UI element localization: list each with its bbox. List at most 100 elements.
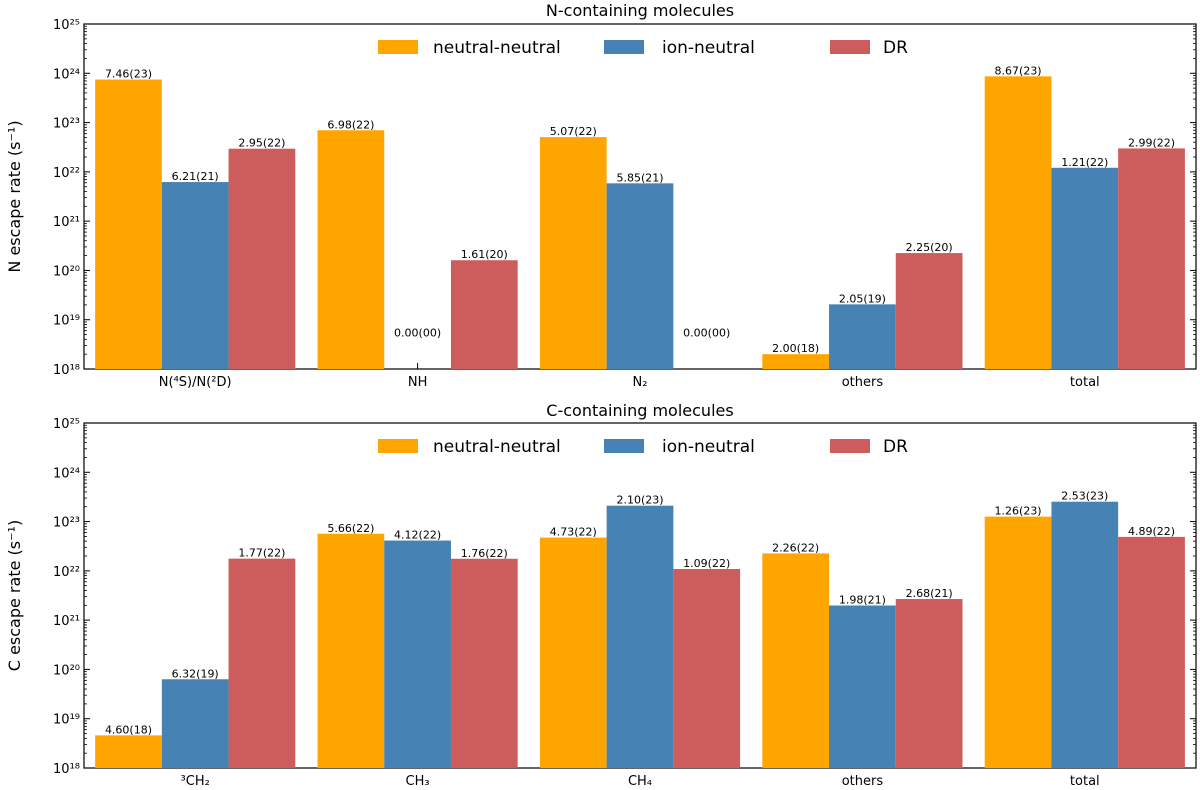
y-tick-label: 10¹⁸ xyxy=(53,762,80,777)
y-tick-label: 10²¹ xyxy=(53,215,80,230)
x-tick-label: total xyxy=(1070,375,1100,390)
bar-dr xyxy=(895,253,963,369)
y-tick-label: 10²⁴ xyxy=(53,466,80,481)
bar-value-label: 4.12(22) xyxy=(394,529,441,542)
bar-value-label: 6.21(21) xyxy=(172,170,219,183)
bar-neutral-neutral xyxy=(95,79,162,370)
bar-neutral-neutral xyxy=(539,137,607,369)
bar-ion-neutral xyxy=(1051,501,1119,768)
bar-neutral-neutral xyxy=(984,516,1052,768)
bar-dr xyxy=(228,148,296,369)
bar-ion-neutral xyxy=(606,505,674,768)
bar-dr xyxy=(450,260,518,369)
x-tick-label: CH₄ xyxy=(628,774,652,789)
bar-ion-neutral xyxy=(829,605,896,768)
bar-value-label: 1.61(20) xyxy=(461,248,508,261)
bar-value-label: 5.85(21) xyxy=(616,171,663,184)
x-tick-label: total xyxy=(1070,774,1100,789)
bar-value-label: 1.76(22) xyxy=(461,547,508,560)
bar-neutral-neutral xyxy=(317,533,385,768)
y-tick-label: 10²² xyxy=(53,166,80,181)
y-tick-label: 10¹⁹ xyxy=(53,314,80,329)
bar-value-label: 0.00(00) xyxy=(683,327,730,340)
legend-label: neutral-neutral xyxy=(433,38,561,58)
y-tick-label: 10²⁴ xyxy=(53,67,80,82)
bar-value-label: 1.09(22) xyxy=(683,557,730,570)
bar-neutral-neutral xyxy=(762,553,830,768)
legend-label: neutral-neutral xyxy=(433,437,561,457)
legend-label: ion-neutral xyxy=(662,437,755,457)
x-tick-label: others xyxy=(842,375,884,390)
bar-value-label: 2.00(18) xyxy=(772,342,819,355)
y-tick-label: 10²³ xyxy=(53,117,80,132)
bar-neutral-neutral xyxy=(984,76,1052,369)
bar-ion-neutral xyxy=(1051,167,1119,369)
y-axis-label: C escape rate (s⁻¹) xyxy=(5,520,24,671)
bar-value-label: 2.68(21) xyxy=(906,587,953,600)
bar-value-label: 2.95(22) xyxy=(238,137,285,150)
bar-value-label: 1.26(23) xyxy=(995,505,1042,518)
legend-swatch-ion-neutral xyxy=(604,439,644,453)
y-tick-label: 10²⁵ xyxy=(53,417,80,432)
bar-value-label: 5.07(22) xyxy=(550,125,597,138)
bar-value-label: 2.05(19) xyxy=(839,292,886,305)
x-tick-label: others xyxy=(842,774,884,789)
bar-dr xyxy=(1118,148,1185,369)
bar-value-label: 2.25(20) xyxy=(906,241,953,254)
bar-value-label: 8.67(23) xyxy=(995,64,1042,77)
x-tick-label: CH₃ xyxy=(406,774,430,789)
bar-value-label: 4.73(22) xyxy=(550,526,597,539)
x-tick-label: NH xyxy=(408,375,428,390)
bar-value-label: 1.77(22) xyxy=(238,547,285,560)
legend-swatch-ion-neutral xyxy=(604,40,644,54)
legend-swatch-neutral-neutral xyxy=(378,40,418,54)
bar-ion-neutral xyxy=(384,540,451,768)
bar-neutral-neutral xyxy=(762,354,830,369)
bar-dr xyxy=(228,558,296,768)
x-tick-label: N(⁴S)/N(²D) xyxy=(159,375,232,390)
x-tick-label: N₂ xyxy=(633,375,648,390)
y-tick-label: 10²⁵ xyxy=(53,18,80,33)
bar-value-label: 2.99(22) xyxy=(1128,136,1175,149)
chart-panel-2: C-containing molecules C escape rate (s⁻¹… xyxy=(5,401,1197,789)
y-tick-label: 10²¹ xyxy=(53,614,80,629)
bar-neutral-neutral xyxy=(95,735,162,768)
legend-label: DR xyxy=(883,38,908,58)
bar-value-label: 6.98(22) xyxy=(327,118,374,131)
legend-swatch-dr xyxy=(830,40,870,54)
bar-ion-neutral xyxy=(161,182,229,369)
y-tick-label: 10¹⁸ xyxy=(53,363,80,378)
legend-swatch-dr xyxy=(830,439,870,453)
bar-dr xyxy=(895,599,963,768)
bar-value-label: 7.46(23) xyxy=(105,68,152,81)
y-axis-label: N escape rate (s⁻¹) xyxy=(5,120,24,272)
bar-value-label: 0.00(00) xyxy=(394,327,441,340)
bar-value-label: 2.26(22) xyxy=(772,541,819,554)
bar-value-label: 1.98(21) xyxy=(839,594,886,607)
y-tick-label: 10²³ xyxy=(53,516,80,531)
chart-panel-1: N-containing molecules N escape rate (s⁻¹… xyxy=(5,1,1197,390)
bar-value-label: 5.66(22) xyxy=(327,522,374,535)
bar-value-label: 2.10(23) xyxy=(616,494,663,507)
bar-value-label: 4.89(22) xyxy=(1128,525,1175,538)
bar-dr xyxy=(673,569,741,768)
legend-swatch-neutral-neutral xyxy=(378,439,418,453)
y-tick-label: 10²² xyxy=(53,565,80,580)
bar-ion-neutral xyxy=(161,679,229,768)
y-tick-label: 10¹⁹ xyxy=(53,713,80,728)
bar-value-label: 1.21(22) xyxy=(1061,156,1108,169)
bar-ion-neutral xyxy=(606,183,674,369)
chart-title: N-containing molecules xyxy=(546,1,734,20)
x-tick-label: ³CH₂ xyxy=(181,774,210,789)
bar-neutral-neutral xyxy=(317,130,385,369)
bar-value-label: 6.32(19) xyxy=(172,667,219,680)
chart-title: C-containing molecules xyxy=(546,401,733,420)
legend-label: ion-neutral xyxy=(662,38,755,58)
bar-value-label: 2.53(23) xyxy=(1061,490,1108,503)
y-tick-label: 10²⁰ xyxy=(53,663,80,678)
y-tick-label: 10²⁰ xyxy=(53,264,80,279)
bar-dr xyxy=(450,558,518,768)
bar-ion-neutral xyxy=(829,304,896,369)
bar-value-label: 4.60(18) xyxy=(105,723,152,736)
